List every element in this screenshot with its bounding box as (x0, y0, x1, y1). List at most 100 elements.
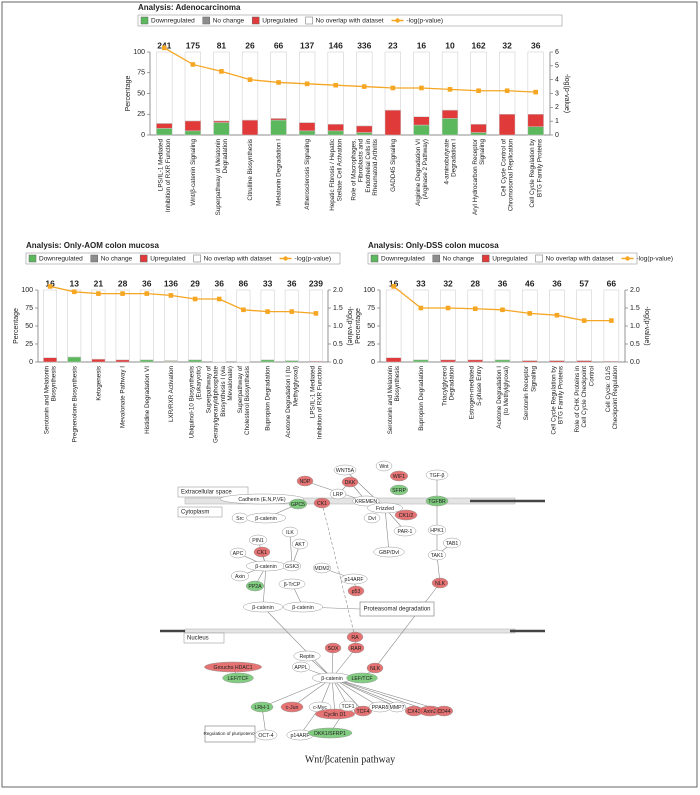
legend-marker (283, 256, 288, 261)
edge (331, 677, 336, 715)
edge (262, 565, 267, 608)
pathway-node (341, 476, 359, 488)
node-label: LRH-1 (255, 705, 270, 711)
line-marker (504, 88, 510, 94)
bar-segment (327, 130, 344, 136)
x-tick-label-line: Degradation (448, 366, 455, 401)
node-label: DKK (345, 480, 356, 486)
node-label: Axin (235, 574, 245, 580)
legend-label: Upregulated (262, 18, 298, 25)
line-marker (419, 85, 424, 91)
y-tick-label: 25 (25, 341, 33, 348)
node-label: RAR (351, 646, 362, 652)
node-label: β-catenin (255, 516, 277, 522)
pathway-node (338, 700, 358, 712)
count-label: 137 (300, 40, 314, 50)
line-marker (500, 307, 505, 313)
bar-segment (441, 51, 459, 111)
pathway-node (245, 580, 265, 592)
x-tick-label-line: Signaling (530, 366, 537, 392)
node-label: Wnt (379, 464, 389, 470)
legend-label: No change (101, 256, 133, 263)
bar-segment (156, 123, 173, 129)
node-label: WIF1 (393, 474, 406, 480)
node-label: p53 (352, 589, 361, 595)
bar-segment (470, 123, 487, 133)
x-tick-label: Pregnenolone Biosynthesis (71, 366, 78, 442)
node-label: Axin2 (424, 709, 437, 715)
line-marker (96, 291, 101, 296)
count-label: 36 (498, 278, 508, 288)
node-label: PPARδ (372, 705, 389, 711)
legend-swatch (139, 254, 148, 263)
count-label: 28 (471, 278, 481, 288)
line-marker (445, 305, 451, 311)
bar-segment (494, 289, 511, 361)
x-tick-label: Cell Cycle: G1/SCheckpoint Regulation (604, 366, 618, 430)
x-tick-label: Acetone Degradation I(to Methylglyoxal) (496, 366, 510, 429)
legend-label: No overlap with dataset (316, 18, 384, 25)
x-tick-label-line: Arginine Degradation VI (415, 139, 422, 206)
legend-swatch (90, 254, 98, 263)
bar-segment (43, 357, 57, 363)
node-label: RA (351, 635, 359, 641)
pathway-node (367, 502, 403, 514)
x-tick-label: Bupropion Degradation (418, 366, 425, 431)
x-tick-label: Serotonin and MelatoninBiosynthesis (43, 366, 57, 435)
edge (331, 677, 431, 712)
x-tick-label: Atherosclerosis Signaling (304, 139, 311, 210)
edge (331, 677, 445, 712)
x-tick-label-line: Cholesterol Biosynthesis (244, 366, 251, 435)
x-tick-label: Ubiquinol-10 Biosynthesis(Eukaryotic) (188, 366, 202, 438)
bar-segment (413, 116, 430, 126)
count-label: 28 (118, 278, 128, 288)
node-label: KREMEN (355, 499, 377, 505)
node-label: Cadherin (E,N,P,VE) (238, 497, 285, 503)
line-marker (527, 311, 533, 316)
line-marker (216, 296, 222, 302)
x-tick-label-line: Methylglyoxal) (292, 366, 299, 406)
y-tick-label: 75 (25, 305, 33, 312)
y2-tick-label: 4 (555, 77, 559, 84)
y2-tick-label: 0 (555, 132, 559, 139)
line-marker (289, 309, 295, 314)
bar-segment (441, 109, 459, 119)
node-label: LEF/TCF (351, 676, 372, 682)
x-tick-label-line: GADD45 Signaling (390, 139, 397, 192)
bar-segment (213, 51, 230, 122)
node-label: Frizzled (376, 506, 394, 512)
pathway-node (278, 578, 306, 590)
node-label: SFRP (392, 488, 406, 494)
x-tick-label-line: Ubiquinol-10 Biosynthesis (188, 366, 195, 438)
x-tick-label-line: Triacylglycerol (441, 366, 448, 406)
pathway-node (340, 573, 368, 585)
x-tick-label-line: Acetone Degradation I (to (285, 366, 292, 438)
pathway-node (346, 631, 364, 643)
line-marker (144, 291, 150, 296)
bar-segment (494, 359, 511, 363)
x-tick-label-line: LPS/IL-1 Mediated (157, 139, 164, 192)
x-tick-label: Cell Cycle Regulation byBTG Family Prote… (529, 138, 543, 207)
pathway-node (219, 493, 305, 505)
process-label: Regulation of pluripotency (203, 731, 257, 736)
pathway-node (363, 512, 381, 524)
legend-swatch (251, 16, 260, 25)
count-label: 33 (263, 278, 273, 288)
line-marker (161, 45, 167, 51)
bar-segment (67, 289, 82, 358)
node-label: HPK1 (430, 528, 444, 534)
count-label: 26 (245, 40, 255, 50)
line-marker (609, 318, 614, 323)
y-axis-label: Percentage (13, 308, 20, 344)
pathway-node (307, 727, 353, 739)
pathway-node (434, 705, 454, 717)
node-label: TCF1 (342, 704, 355, 710)
bar-segment (603, 289, 620, 362)
compartment-label: Cytoplasm (181, 510, 209, 516)
pathway-node (314, 708, 356, 720)
pathway-node (347, 642, 365, 654)
y-tick-label: 50 (367, 323, 375, 330)
line-marker (313, 311, 319, 316)
pathway-node (296, 475, 314, 487)
node-label: PIN1 (252, 538, 264, 544)
